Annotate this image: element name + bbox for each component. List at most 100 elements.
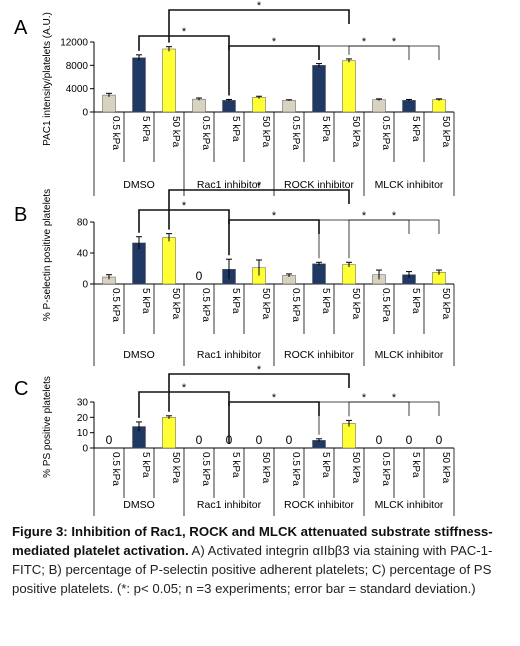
figure-3-chart: A PAC1 intensity/platelets (A.U.) 04000800… xyxy=(14,0,455,516)
panel-c-zero-label: 0 xyxy=(286,433,293,447)
panel-c-x-tick-label: 50 kPa xyxy=(260,452,271,484)
panel-c-significance-bracket xyxy=(318,401,410,435)
figure-caption: Figure 3: Inhibition of Rac1, ROCK and M… xyxy=(12,522,512,598)
panel-a-x-tick-label: 5 kPa xyxy=(410,116,421,142)
panel-b-zero-label: 0 xyxy=(196,269,203,283)
panel-a-x-tick-label: 5 kPa xyxy=(320,116,331,142)
panel-a-bar xyxy=(432,99,446,113)
panel-c-x-tick-label: 50 kPa xyxy=(170,452,181,484)
panel-b-x-tick-label: 50 kPa xyxy=(440,288,451,320)
panel-a-label: A xyxy=(14,17,28,39)
panel-c-zero-label: 0 xyxy=(406,433,413,447)
panel-c-bar xyxy=(342,423,356,449)
panel-a-bar xyxy=(162,48,176,113)
panel-c-significance-bracket xyxy=(138,391,230,418)
panel-a-bar xyxy=(222,100,236,113)
panel-b-y-tick-label: 40 xyxy=(77,249,89,260)
caption-body: A) Activated integrin αIIbβ3 via stainin… xyxy=(12,543,493,596)
panel-a-significance-bracket xyxy=(318,45,410,60)
panel-a-y-tick-label: 0 xyxy=(82,108,88,119)
panel-c-x-tick-label: 50 kPa xyxy=(350,452,361,484)
panel-a-group-label: Rac1 inhibitor xyxy=(197,179,262,191)
panel-c-y-tick-label: 30 xyxy=(77,398,89,409)
panel-c-zero-label: 0 xyxy=(256,433,263,447)
panel-c-x-tick-label: 0.5 kPa xyxy=(200,452,211,486)
panel-a-y-tick-label: 12000 xyxy=(60,38,88,49)
panel-a-bar xyxy=(132,57,146,113)
panel-c-y-tick-label: 10 xyxy=(77,428,89,439)
panel-c-group-label: ROCK inhibitor xyxy=(284,499,355,511)
panel-a-group-label: DMSO xyxy=(123,179,155,191)
panel-c-significance-bracket xyxy=(228,401,320,444)
panel-c-y-tick-label: 0 xyxy=(82,444,88,455)
panel-b-significance-star: * xyxy=(392,210,397,222)
panel-b-y-tick-label: 0 xyxy=(82,280,88,291)
panel-a-significance-star: * xyxy=(257,0,262,12)
panel-a-x-tick-label: 5 kPa xyxy=(230,116,241,142)
panel-a-bar xyxy=(252,97,266,113)
panel-c-x-tick-label: 5 kPa xyxy=(410,452,421,478)
panel-a-y-tick-label: 8000 xyxy=(66,61,89,72)
panel-b-group-label: MLCK inhibitor xyxy=(375,349,444,361)
panel-a-x-tick-label: 50 kPa xyxy=(440,116,451,148)
panel-b-significance-star: * xyxy=(257,180,262,192)
panel-b-label: B xyxy=(14,204,27,226)
panel-b-x-tick-label: 50 kPa xyxy=(260,288,271,320)
panel-a-x-tick-label: 50 kPa xyxy=(170,116,181,148)
panel-a-group-label: ROCK inhibitor xyxy=(284,179,355,191)
panel-c-zero-label: 0 xyxy=(196,433,203,447)
panel-c-x-tick-label: 0.5 kPa xyxy=(290,452,301,486)
panel-c-significance-bracket xyxy=(348,401,440,417)
panel-c-x-tick-label: 5 kPa xyxy=(320,452,331,478)
panel-b-significance-star: * xyxy=(182,200,187,212)
panel-b-significance-bracket xyxy=(318,219,410,259)
panel-a-x-tick-label: 0.5 kPa xyxy=(380,116,391,150)
panel-c-bar xyxy=(162,417,176,449)
panel-b-x-tick-label: 5 kPa xyxy=(230,288,241,314)
panel-c-significance-star: * xyxy=(182,382,187,394)
panel-a-x-tick-label: 0.5 kPa xyxy=(200,116,211,150)
panel-a-bar xyxy=(312,65,326,113)
panel-b-group-label: Rac1 inhibitor xyxy=(197,349,262,361)
panel-b-x-tick-label: 50 kPa xyxy=(170,288,181,320)
panel-b-significance-bracket xyxy=(348,219,440,259)
panel-a-significance-star: * xyxy=(182,26,187,38)
panel-b-x-tick-label: 5 kPa xyxy=(410,288,421,314)
panel-a-x-tick-label: 50 kPa xyxy=(260,116,271,148)
panel-a-significance-bracket xyxy=(228,45,320,96)
panel-c-zero-label: 0 xyxy=(106,433,113,447)
panel-c-significance-bracket xyxy=(168,373,350,412)
panel-a-y-tick-label: 4000 xyxy=(66,84,89,95)
panel-a-significance-bracket xyxy=(168,9,350,43)
panel-c-significance-star: * xyxy=(362,392,367,404)
panel-c-label: C xyxy=(14,378,28,400)
panel-a-group-label: MLCK inhibitor xyxy=(375,179,444,191)
panel-b-bar xyxy=(162,237,176,285)
panel-c-x-tick-label: 0.5 kPa xyxy=(110,452,121,486)
panel-b-significance-bracket xyxy=(228,219,320,256)
panel-c-x-tick-label: 5 kPa xyxy=(230,452,241,478)
panel-a-significance-star: * xyxy=(362,36,367,48)
panel-c-group-label: Rac1 inhibitor xyxy=(197,499,262,511)
panel-a-bar xyxy=(192,98,206,113)
panel-b-bar xyxy=(312,263,326,285)
panel-a-bar xyxy=(102,94,116,113)
panel-b-group-label: ROCK inhibitor xyxy=(284,349,355,361)
panel-a-bar xyxy=(282,100,296,113)
panel-b-x-tick-label: 0.5 kPa xyxy=(290,288,301,322)
panel-b-bar xyxy=(342,264,356,285)
panel-a-bar xyxy=(342,60,356,113)
panel-c-x-tick-label: 0.5 kPa xyxy=(380,452,391,486)
panel-a-x-tick-label: 5 kPa xyxy=(140,116,151,142)
panel-c-group-label: DMSO xyxy=(123,499,155,511)
panel-b-x-tick-label: 5 kPa xyxy=(320,288,331,314)
panel-a-significance-star: * xyxy=(392,36,397,48)
panel-b-x-tick-label: 0.5 kPa xyxy=(110,288,121,322)
panel-b-x-tick-label: 5 kPa xyxy=(140,288,151,314)
panel-a-y-axis-title: PAC1 intensity/platelets (A.U.) xyxy=(42,12,53,146)
panel-b-y-tick-label: 80 xyxy=(77,218,89,229)
panel-a-significance-star: * xyxy=(272,36,277,48)
panel-c-x-tick-label: 5 kPa xyxy=(140,452,151,478)
panel-c-zero-label: 0 xyxy=(436,433,443,447)
panel-a-x-tick-label: 0.5 kPa xyxy=(110,116,121,150)
